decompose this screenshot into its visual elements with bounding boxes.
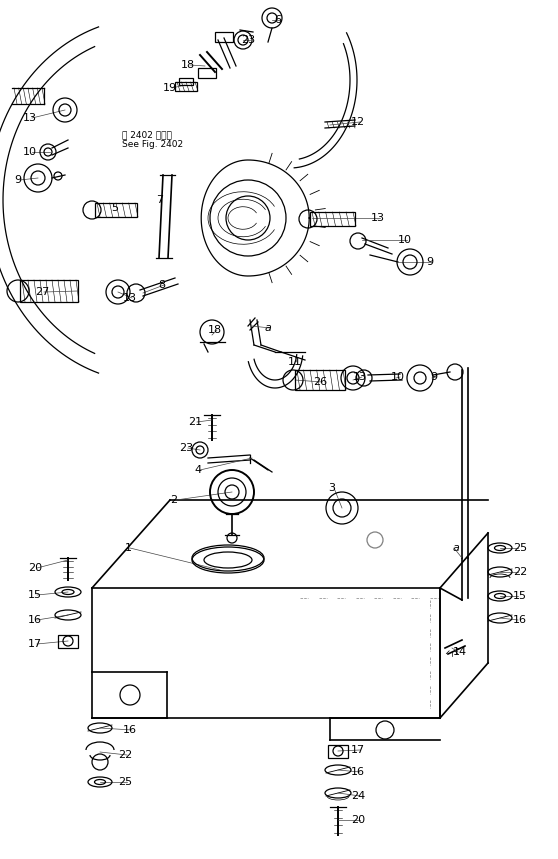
Text: 5: 5: [112, 203, 118, 213]
Text: 15: 15: [513, 591, 527, 601]
Text: 第 2402 図参照
See Fig. 2402: 第 2402 図参照 See Fig. 2402: [122, 130, 183, 149]
Bar: [328, 745, 348, 758]
Text: 18: 18: [181, 60, 195, 70]
Bar: [20, 280, 78, 302]
Bar: [58, 635, 78, 648]
Text: 16: 16: [123, 725, 137, 735]
Text: 17: 17: [351, 745, 365, 755]
Text: 16: 16: [513, 615, 527, 625]
Text: 12: 12: [351, 117, 365, 127]
Text: 15: 15: [28, 590, 42, 600]
Text: 1: 1: [124, 543, 132, 553]
Text: 14: 14: [453, 647, 467, 657]
Text: 9: 9: [430, 372, 437, 382]
Text: 9: 9: [15, 175, 22, 185]
Bar: [198, 68, 216, 78]
Text: a: a: [453, 543, 459, 553]
Bar: [295, 370, 345, 390]
Bar: [310, 212, 355, 226]
Text: 18: 18: [208, 325, 222, 335]
Text: 23: 23: [241, 35, 255, 45]
Text: 7: 7: [156, 195, 163, 205]
Text: 25: 25: [513, 543, 527, 553]
Text: 10: 10: [398, 235, 412, 245]
Text: 19: 19: [163, 83, 177, 93]
Text: 25: 25: [118, 777, 132, 787]
Text: 16: 16: [28, 615, 42, 625]
Text: 4: 4: [194, 465, 201, 475]
Text: 3: 3: [329, 483, 335, 493]
Bar: [215, 32, 233, 42]
Text: 16: 16: [351, 767, 365, 777]
Text: 24: 24: [351, 791, 365, 801]
Text: 20: 20: [28, 563, 42, 573]
Text: a: a: [264, 323, 271, 333]
Text: 13: 13: [371, 213, 385, 223]
Text: 13: 13: [123, 293, 137, 303]
Text: 17: 17: [28, 639, 42, 649]
Text: 13: 13: [353, 372, 367, 382]
Text: 6: 6: [275, 15, 281, 25]
Text: 9: 9: [426, 257, 434, 267]
Text: 26: 26: [313, 377, 327, 387]
Text: 20: 20: [351, 815, 365, 825]
Text: 2: 2: [170, 495, 177, 505]
Bar: [179, 78, 193, 85]
Text: 10: 10: [391, 372, 405, 382]
Text: 22: 22: [118, 750, 132, 760]
Text: 27: 27: [35, 287, 49, 297]
Text: 23: 23: [179, 443, 193, 453]
Text: 11: 11: [288, 357, 302, 367]
Text: 10: 10: [23, 147, 37, 157]
Text: 13: 13: [23, 113, 37, 123]
Text: 8: 8: [158, 280, 166, 290]
Text: 21: 21: [188, 417, 202, 427]
Bar: [175, 82, 197, 91]
Bar: [95, 203, 137, 217]
Text: 22: 22: [513, 567, 527, 577]
